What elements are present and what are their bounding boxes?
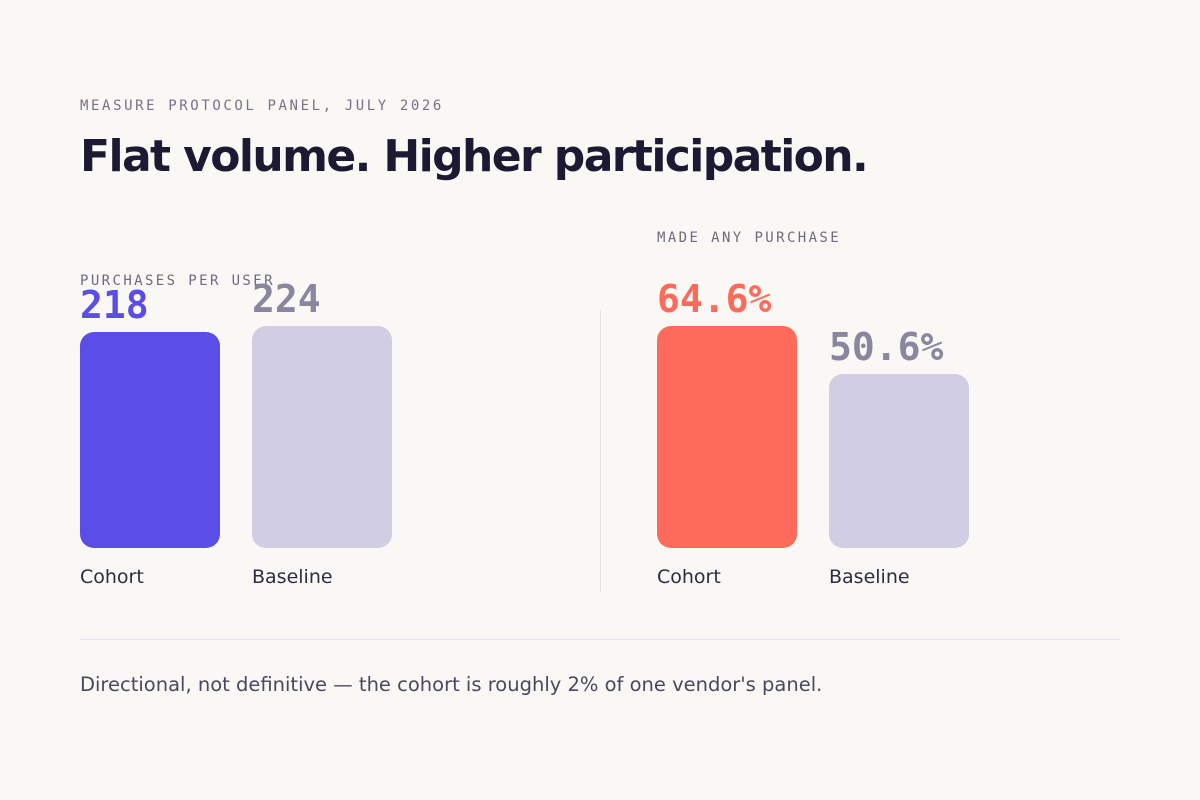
- value-label-baseline: 50.6%: [829, 325, 944, 369]
- value-label-cohort: 64.6%: [657, 277, 772, 321]
- bar-cohort: [80, 332, 220, 548]
- panel-divider: [600, 310, 601, 592]
- headline-title: Flat volume. Higher participation.: [80, 131, 869, 182]
- bar-cohort: [657, 326, 797, 548]
- chart-title-made-any-purchase: MADE ANY PURCHASE: [657, 230, 842, 246]
- bar-baseline: [829, 374, 969, 548]
- category-label-cohort: Cohort: [657, 566, 721, 588]
- value-label-baseline: 224: [252, 277, 321, 321]
- eyebrow-label: MEASURE PROTOCOL PANEL, JULY 2026: [80, 98, 444, 114]
- footnote-text: Directional, not definitive — the cohort…: [80, 673, 823, 696]
- chart-purchases-per-user: PURCHASES PER USER 218 Cohort 224 Baseli…: [0, 0, 600, 640]
- footer-divider: [80, 639, 1120, 640]
- category-label-baseline: Baseline: [829, 566, 910, 588]
- category-label-cohort: Cohort: [80, 566, 144, 588]
- category-label-baseline: Baseline: [252, 566, 333, 588]
- value-label-cohort: 218: [80, 283, 149, 327]
- bar-baseline: [252, 326, 392, 548]
- chart-title-purchases-per-user: PURCHASES PER USER: [80, 273, 275, 289]
- chart-made-any-purchase: MADE ANY PURCHASE 64.6% Cohort 50.6% Bas…: [600, 0, 1200, 640]
